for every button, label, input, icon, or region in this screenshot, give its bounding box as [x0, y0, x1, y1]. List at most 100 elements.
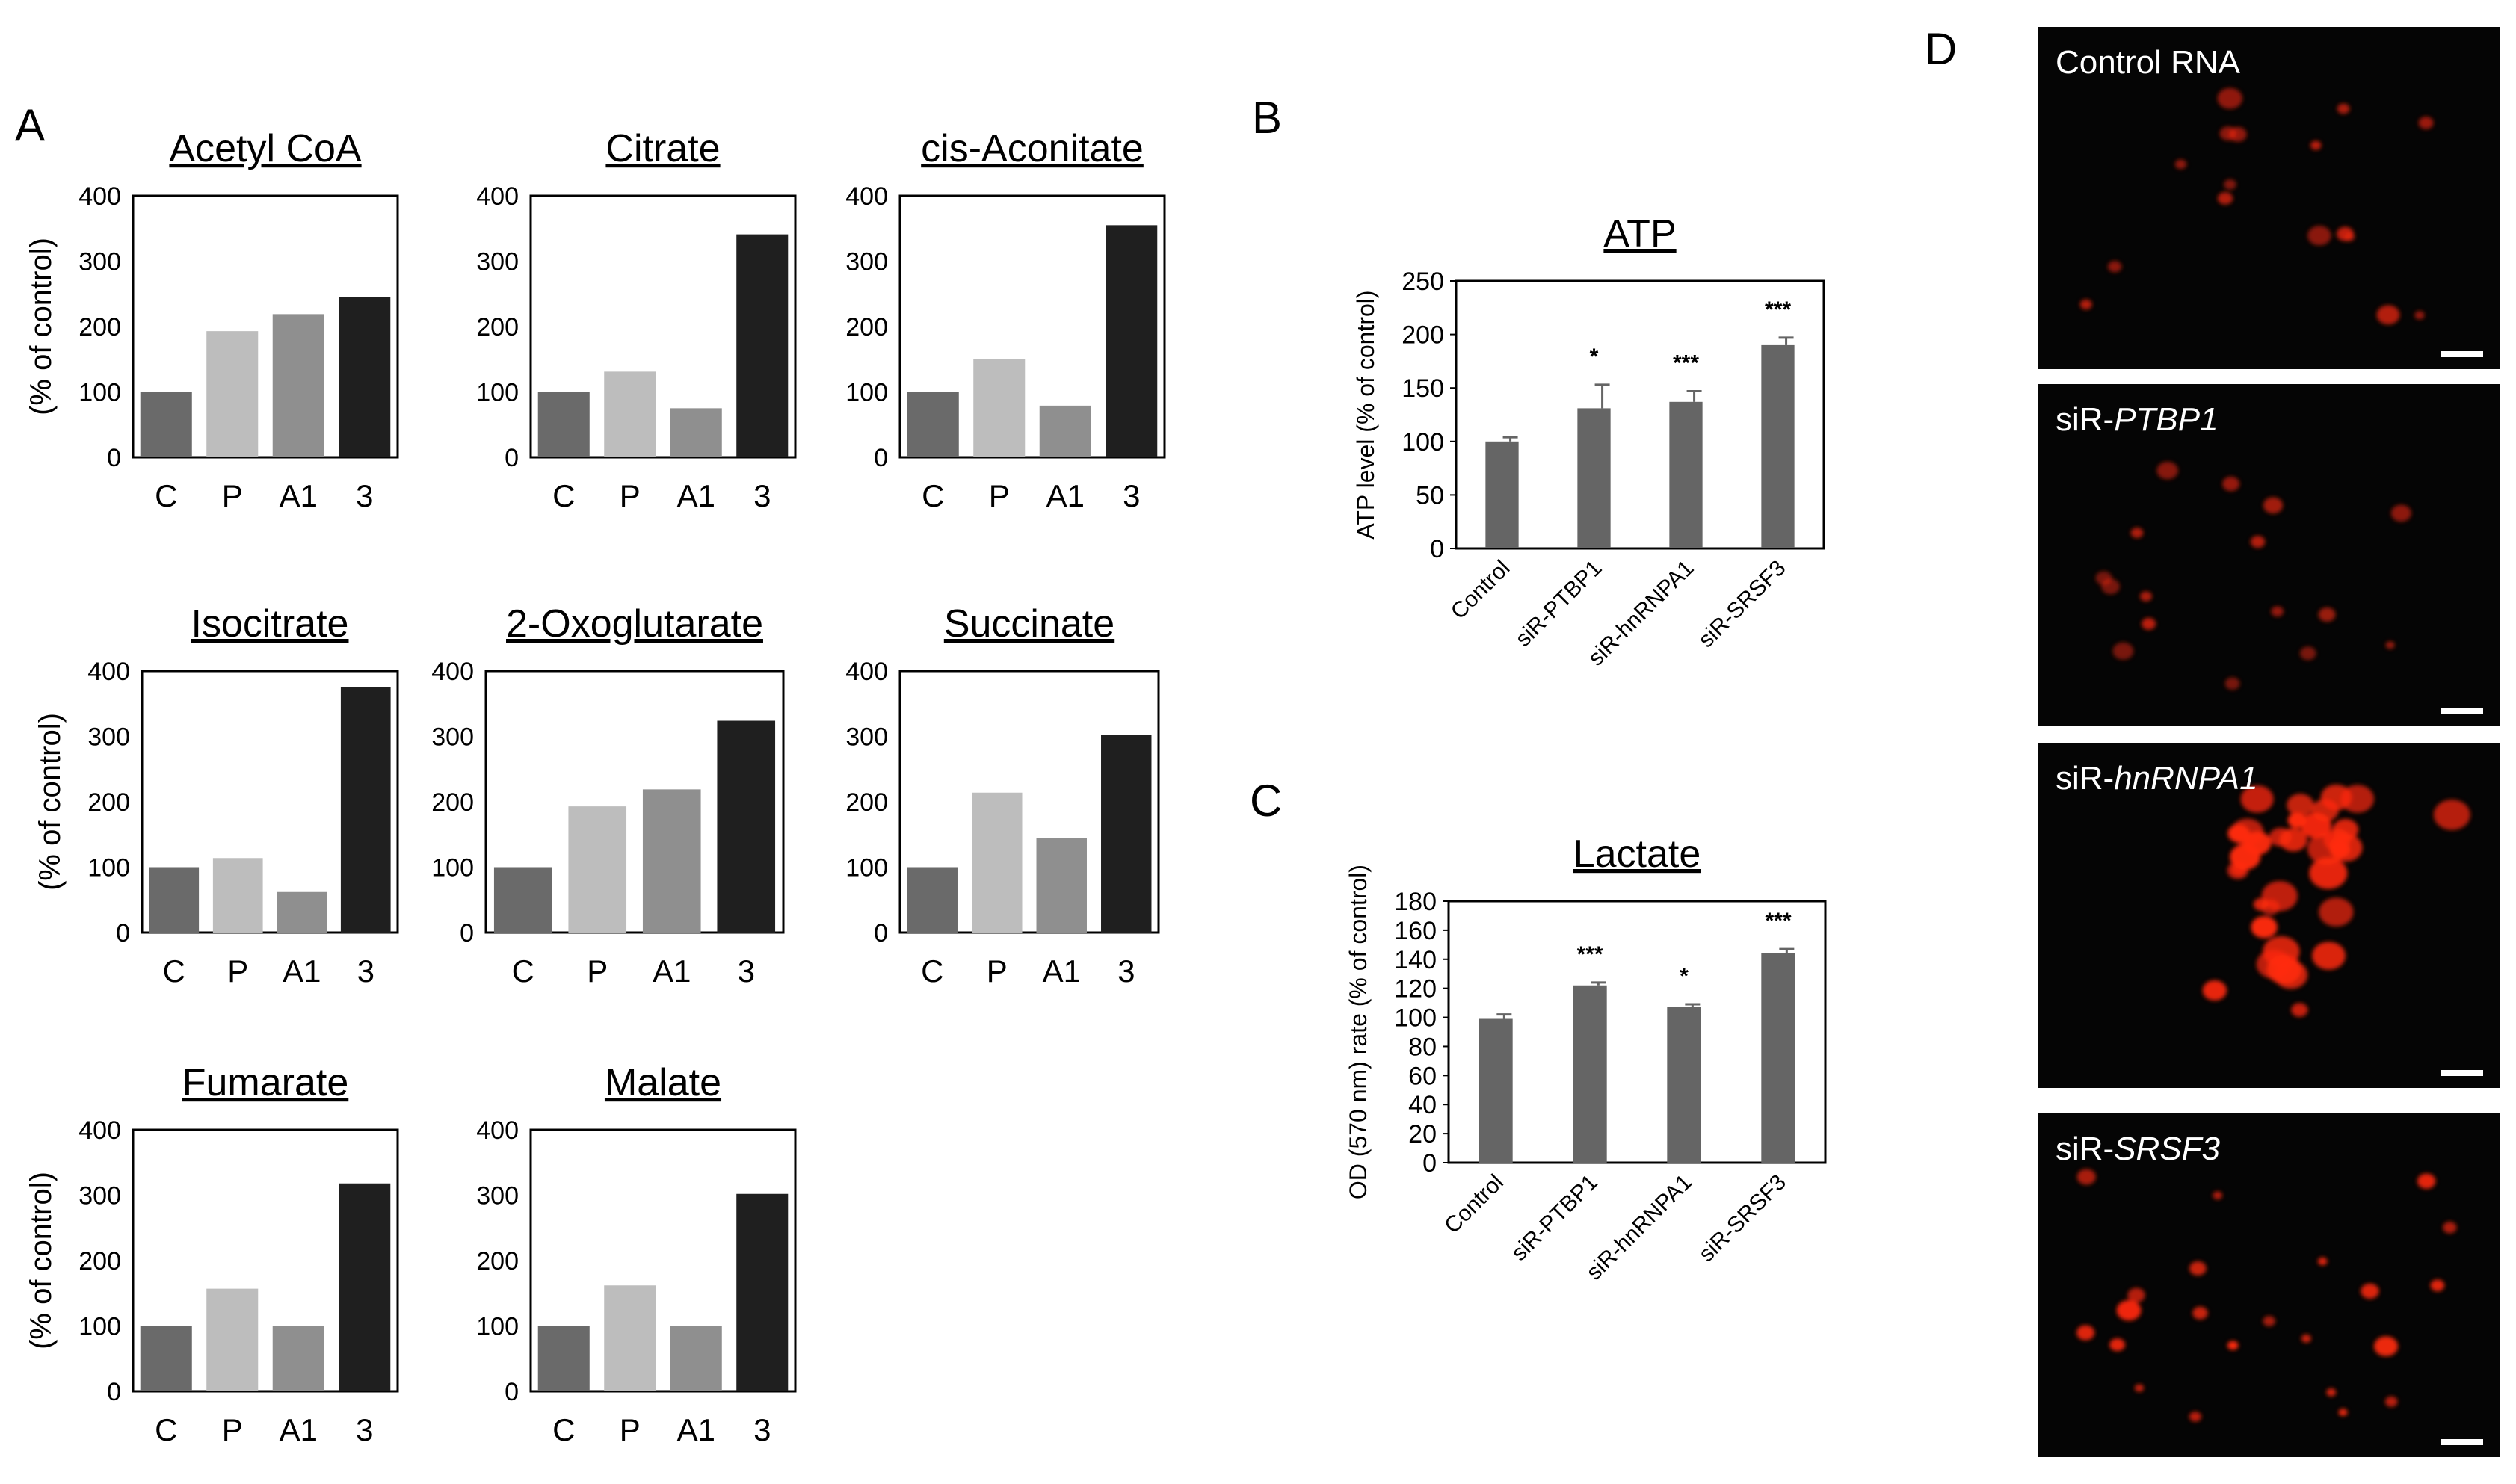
y-tick-label: 80 — [1408, 1033, 1437, 1061]
category-label: P — [227, 953, 248, 989]
y-tick-label: 200 — [431, 788, 474, 817]
y-tick-label: 400 — [845, 658, 888, 686]
cell — [2376, 305, 2400, 325]
category-label: siR-PTBP1 — [1507, 1170, 1603, 1266]
bar-control — [1485, 441, 1519, 548]
chart-title: Malate — [605, 1061, 721, 1104]
category-label: 3 — [356, 1412, 373, 1447]
plot-frame — [1447, 900, 1827, 1164]
bar-a1 — [272, 314, 324, 457]
category-label: A1 — [1043, 953, 1081, 989]
y-tick-label: 50 — [1416, 481, 1444, 510]
y-axis-label: (% of control) — [25, 238, 58, 415]
cell — [2307, 832, 2346, 865]
bar-c — [140, 392, 192, 457]
category-label: siR-PTBP1 — [1511, 556, 1606, 652]
y-tick-label: 300 — [431, 723, 474, 752]
cell — [2287, 794, 2314, 817]
cell — [2274, 960, 2308, 989]
y-tick-label: 20 — [1408, 1120, 1437, 1148]
category-label: siR-SRSF3 — [1694, 556, 1790, 652]
panel-letter-b: B — [1252, 93, 1282, 143]
panel-letter-c: C — [1250, 776, 1282, 826]
category-label: C — [512, 953, 534, 989]
y-tick-label: 400 — [431, 658, 474, 686]
y-tick-label: 0 — [505, 444, 519, 472]
panel-letter-d: D — [1925, 24, 1957, 74]
category-label: P — [620, 478, 641, 513]
chart-title: Citrate — [605, 127, 720, 170]
chart-title: ATP — [1603, 212, 1676, 256]
category-label: P — [620, 1412, 641, 1447]
cell — [2312, 942, 2346, 970]
cell — [2417, 1173, 2436, 1189]
y-tick-label: 60 — [1408, 1062, 1437, 1090]
label-prefix: siR- — [2056, 1131, 2114, 1167]
y-tick-label: 300 — [78, 248, 121, 276]
y-tick-label: 100 — [78, 379, 121, 407]
category-label: C — [921, 953, 943, 989]
cell — [2127, 1287, 2145, 1303]
plot-frame — [484, 670, 785, 934]
bar-a1 — [272, 1326, 324, 1391]
significance-marker: * — [1680, 964, 1689, 989]
cell — [2202, 980, 2227, 1001]
cell — [2271, 606, 2284, 617]
y-tick-label: 300 — [78, 1182, 121, 1211]
chart-title: Fumarate — [182, 1061, 349, 1104]
y-tick-label: 100 — [431, 854, 474, 882]
chart-4: 2-Oxoglutarate 0 100 200 300 400 C P A1 3 — [431, 602, 785, 989]
cell — [2222, 477, 2240, 492]
cell — [2174, 159, 2187, 170]
bar-a1 — [670, 408, 722, 457]
cell — [2337, 103, 2350, 114]
y-tick-label: 0 — [460, 919, 474, 947]
significance-marker: *** — [1673, 350, 1699, 375]
cell — [2251, 916, 2278, 939]
chart-title: Lactate — [1573, 832, 1701, 876]
y-tick-label: 300 — [845, 723, 888, 752]
bar-p — [212, 858, 263, 933]
y-tick-label: 100 — [476, 1313, 519, 1341]
micrograph-background — [2038, 384, 2500, 726]
category-label: 3 — [357, 953, 374, 989]
bar-c — [537, 1326, 590, 1391]
y-axis-label: (% of control) — [34, 713, 67, 891]
cell — [2361, 1283, 2379, 1299]
micrograph-0: Control RNA — [2038, 27, 2500, 369]
cell — [2217, 87, 2243, 109]
bar-c — [493, 867, 552, 933]
y-tick-label: 100 — [87, 854, 130, 882]
y-tick-label: 200 — [476, 313, 519, 341]
y-tick-label: 200 — [78, 1247, 121, 1276]
y-tick-label: 0 — [505, 1378, 519, 1406]
cell — [2242, 831, 2272, 856]
y-tick-label: 0 — [107, 1378, 121, 1406]
category-label: C — [922, 478, 944, 513]
category-label: 3 — [356, 478, 373, 513]
category-label: P — [989, 478, 1010, 513]
cell — [2224, 677, 2240, 690]
plot-frame — [132, 1128, 399, 1393]
bar-a1 — [1039, 405, 1091, 457]
chart-7: Malate 0 100 200 300 400 C P A1 3 — [476, 1061, 797, 1447]
fluorescent-cells — [2076, 1169, 2457, 1422]
bar-sir-hnrnpa1 — [1669, 401, 1703, 548]
category-label: C — [163, 953, 185, 989]
plot-frame — [529, 1128, 797, 1393]
fluorescent-cells — [2095, 461, 2411, 690]
cell — [2231, 863, 2246, 876]
category-label: siR-SRSF3 — [1695, 1170, 1791, 1267]
y-tick-label: 40 — [1408, 1091, 1437, 1119]
label-prefix: siR- — [2056, 760, 2114, 797]
cell — [2224, 179, 2236, 190]
y-tick-label: 400 — [845, 182, 888, 211]
plot-frame — [1455, 279, 1825, 550]
cell — [2385, 641, 2395, 649]
cell — [2134, 1384, 2145, 1392]
y-tick-label: 300 — [87, 723, 130, 752]
y-tick-label: 200 — [1402, 321, 1444, 350]
chart-title: Isocitrate — [191, 602, 349, 646]
cell — [2079, 299, 2092, 310]
